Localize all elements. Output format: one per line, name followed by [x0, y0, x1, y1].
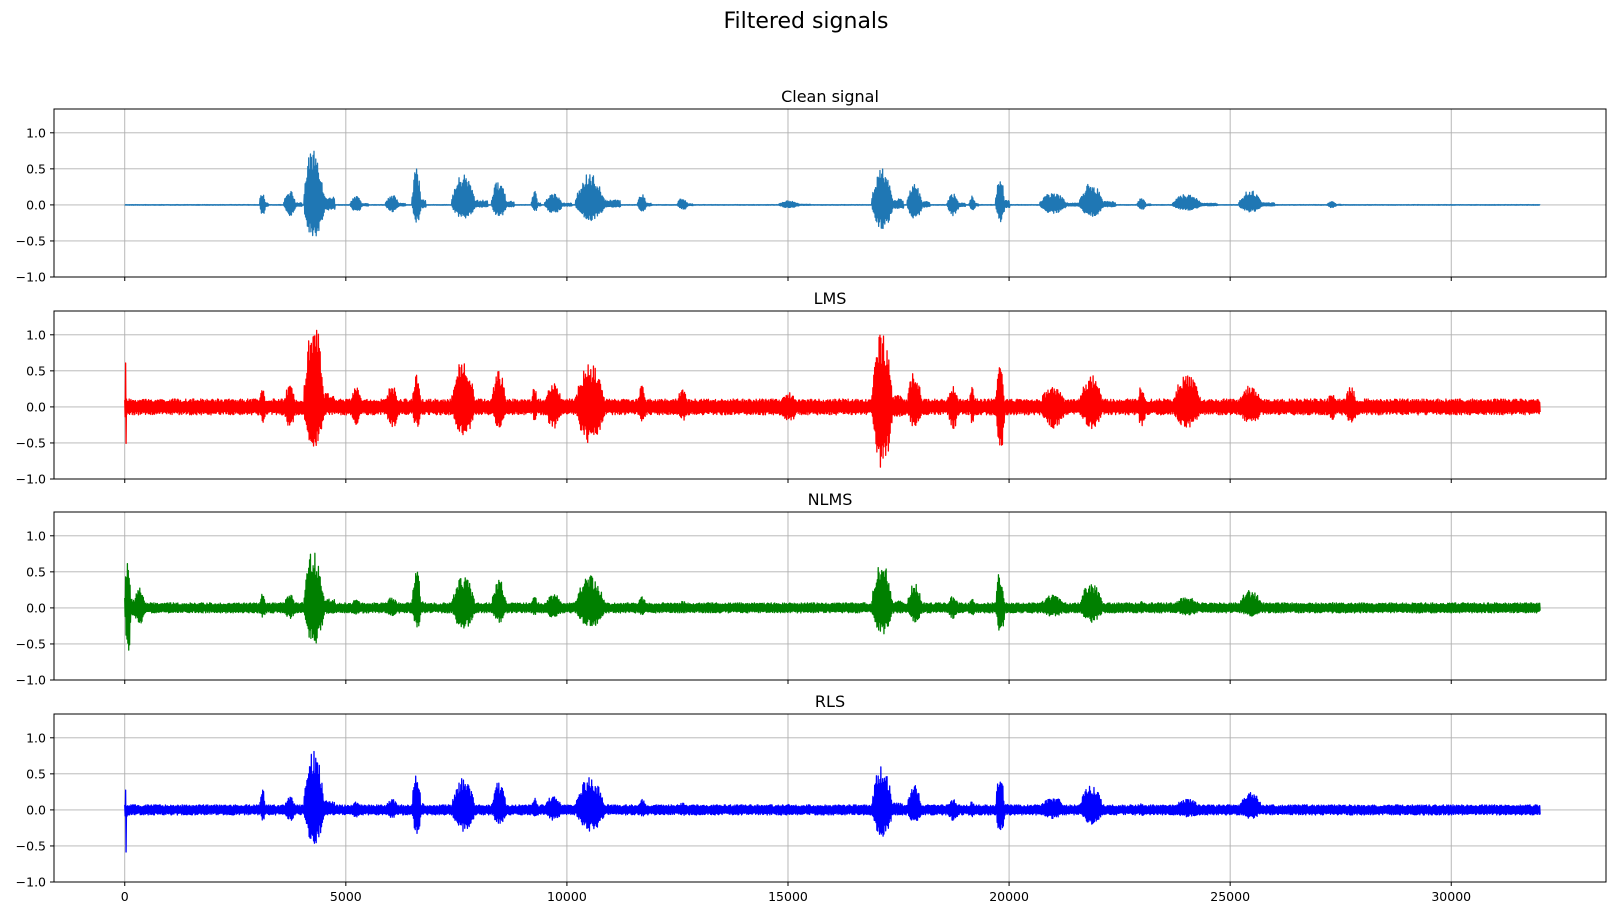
xtick-label: 10000 [547, 889, 587, 904]
ytick-label: 0.5 [26, 161, 46, 176]
ytick-label: 0.5 [26, 766, 46, 781]
subplots: −1.0 −0.5 0.0 0.5 1.0 Clean signal −1.0 −0.5 0.0… [16, 87, 1607, 904]
subplot-title: NLMS [808, 490, 853, 509]
xtick-label: 30000 [1431, 889, 1471, 904]
subplot-1: −1.0 −0.5 0.0 0.5 1.0 Clean signal [16, 87, 1607, 285]
axes-frame [53, 108, 1607, 278]
subplot-4: −1.0 −0.5 0.0 0.5 1.0 0 5000 10000 15000 20000 250… [16, 692, 1607, 904]
axes-frame [53, 310, 1607, 480]
axes-frame [53, 713, 1607, 883]
ytick-label: 1.0 [26, 730, 46, 745]
ytick-label: −1.0 [16, 875, 46, 890]
subplot-2: −1.0 −0.5 0.0 0.5 1.0 LMS [16, 289, 1607, 487]
subplot-title: RLS [815, 692, 845, 711]
series-line-4 [124, 750, 1541, 853]
ytick-label: −0.5 [16, 636, 46, 651]
subplot-3: −1.0 −0.5 0.0 0.5 1.0 NLMS [16, 490, 1607, 688]
ytick-label: 1.0 [26, 528, 46, 543]
ytick-label: −1.0 [16, 270, 46, 285]
ytick-label: 0.5 [26, 564, 46, 579]
ytick-label: −1.0 [16, 673, 46, 688]
ytick-label: 0.0 [26, 197, 46, 212]
ytick-label: 0.0 [26, 600, 46, 615]
xtick-label: 15000 [768, 889, 808, 904]
subplot-title: LMS [814, 289, 847, 308]
series-line-2 [124, 329, 1541, 468]
ytick-label: 0.5 [26, 363, 46, 378]
ytick-label: −0.5 [16, 435, 46, 450]
series-line-3 [124, 552, 1541, 651]
ytick-label: −1.0 [16, 472, 46, 487]
ytick-label: −0.5 [16, 233, 46, 248]
subplot-title: Clean signal [781, 87, 879, 106]
axes-frame [53, 511, 1607, 681]
ytick-label: 1.0 [26, 327, 46, 342]
xtick-label: 25000 [1210, 889, 1250, 904]
series-line-1 [124, 150, 1541, 237]
xtick-label: 20000 [989, 889, 1029, 904]
ytick-label: 0.0 [26, 802, 46, 817]
ytick-label: 0.0 [26, 399, 46, 414]
xtick-label: 0 [121, 889, 129, 904]
ytick-label: 1.0 [26, 125, 46, 140]
figure-suptitle: Filtered signals [723, 9, 888, 34]
ytick-label: −0.5 [16, 838, 46, 853]
xtick-label: 5000 [330, 889, 362, 904]
